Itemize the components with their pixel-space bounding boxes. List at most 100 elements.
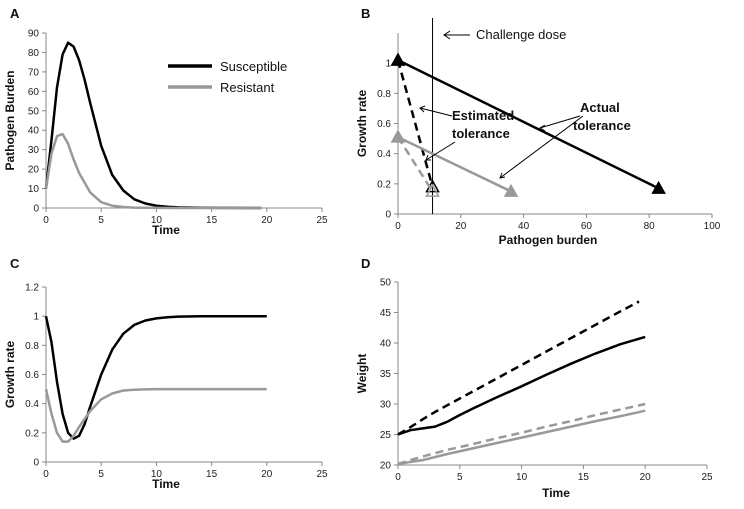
- legend-label-resistant: Resistant: [220, 80, 275, 95]
- panel-a-y-tick-label: 90: [28, 29, 40, 40]
- panel-a-plot: 0 5 10 15 20 25 0 10 20 30 40 50 60 70 80 90 Time Pathoge…: [3, 29, 328, 238]
- panel-a-y-tick-label: 20: [28, 165, 40, 176]
- panel-letter-b: B: [361, 6, 370, 21]
- panel-c-x-axis-title: Time: [152, 477, 180, 491]
- panel-d-y-tick-label: 20: [380, 461, 392, 472]
- panel-d-x-tick-label: 20: [640, 472, 652, 483]
- panel-c-y-tick-label: 0: [33, 458, 39, 469]
- panel-d-y-tick-label: 30: [380, 400, 392, 411]
- panel-c-x-tick-label: 20: [261, 469, 273, 480]
- actual-arrow-1: [539, 115, 581, 129]
- actual-tolerance-line1: Actual: [580, 100, 620, 115]
- panel-d-x-tick-label: 25: [701, 472, 713, 483]
- panel-c-x-tick-label: 0: [43, 469, 49, 480]
- panel-letter-c: C: [10, 256, 20, 271]
- actual-arrow-2: [499, 115, 584, 179]
- actual-tolerance-line2: tolerance: [573, 118, 631, 133]
- panel-c-x-tick-label: 5: [98, 469, 104, 480]
- estimated-arrow-1: [419, 107, 453, 117]
- estimated-arrowhead-1: [419, 105, 426, 113]
- panel-b-y-tick-label: 1: [385, 59, 391, 70]
- panel-a-x-tick-label: 5: [98, 215, 104, 226]
- panel-b-y-tick-label: 0.8: [377, 89, 391, 100]
- panel-b-series-susceptible-estimated-tolerance: [396, 59, 434, 188]
- panel-b-x-axis-title: Pathogen burden: [499, 233, 598, 247]
- panel-d-x-tick-label: 10: [516, 472, 528, 483]
- actual-arrowhead-2: [499, 172, 506, 179]
- panel-b-plot: 0 20 40 60 80 100 0 0.2 0.4 0.6 0.8 1 Pathogen burde…: [355, 18, 721, 247]
- panel-c-series-resistant: [44, 387, 267, 443]
- panel-b-y-tick-label: 0.4: [377, 149, 391, 160]
- panel-b-series-susceptible-estimated-tolerance-marker: [390, 52, 406, 66]
- actual-arrowhead-1: [539, 124, 546, 132]
- estimated-tolerance-line2: tolerance: [452, 126, 510, 141]
- panel-b-x-tick-label: 100: [704, 221, 721, 232]
- panel-d-series-resistant-actual: [397, 409, 646, 466]
- panel-b-series-resistant-actual-tolerance: [397, 135, 512, 193]
- panel-c-y-tick-label: 1.2: [25, 283, 39, 294]
- panel-d-plot: 0 5 10 15 20 25 20 25 30 35 40 45 50 Time Weight: [355, 278, 713, 501]
- legend: Susceptible Resistant: [168, 59, 287, 95]
- panel-c-x-tick-label: 25: [316, 469, 328, 480]
- panel-a-y-tick-label: 30: [28, 145, 40, 156]
- legend-label-susceptible: Susceptible: [220, 59, 287, 74]
- panel-a-y-tick-label: 60: [28, 87, 40, 98]
- panel-c-x-tick-label: 10: [151, 469, 163, 480]
- panel-d-x-tick-label: 0: [395, 472, 401, 483]
- panel-a-y-tick-label: 10: [28, 184, 40, 195]
- panel-c-plot: 0 5 10 15 20 25 0 0.2 0.4 0.6 0.8 1 1.2 Time Growth ra…: [3, 283, 328, 492]
- panel-a-x-tick-label: 10: [151, 215, 163, 226]
- panel-d-x-axis-title: Time: [542, 486, 570, 500]
- panel-d-series-resistant-estimated: [397, 402, 646, 465]
- estimated-tolerance-line1: Estimated: [452, 108, 514, 123]
- panel-d-y-axis-title: Weight: [355, 354, 369, 394]
- panel-a-x-tick-label: 20: [261, 215, 273, 226]
- panel-c-y-tick-label: 0.4: [25, 399, 39, 410]
- panel-b-series-susceptible-actual-tolerance-marker: [651, 180, 666, 194]
- panel-a-x-tick-label: 0: [43, 215, 49, 226]
- panel-c-y-tick-label: 1: [33, 312, 39, 323]
- panel-a-x-tick-label: 25: [316, 215, 328, 226]
- panel-a-y-tick-label: 50: [28, 106, 40, 117]
- panel-b-annotations: Challenge dose Estimated tolerance Actua…: [419, 27, 631, 179]
- panel-d-series-susceptible-actual: [397, 335, 646, 436]
- panel-a-y-tick-label: 0: [33, 204, 39, 215]
- panel-c-series-susceptible: [44, 314, 267, 440]
- challenge-dose-label: Challenge dose: [476, 27, 566, 42]
- panel-letter-d: D: [361, 256, 370, 271]
- panel-a-y-tick-label: 80: [28, 48, 40, 59]
- panel-a-series-resistant: [44, 132, 262, 210]
- panel-b-x-tick-label: 0: [395, 221, 401, 232]
- panel-a-y-axis-title: Pathogen Burden: [3, 70, 17, 170]
- panel-b-series-resistant-estimated-tolerance-marker: [390, 129, 406, 143]
- estimated-arrowhead-2: [425, 154, 431, 161]
- challenge-dose-arrowhead: [443, 30, 451, 40]
- panel-a-x-tick-label: 15: [206, 215, 218, 226]
- panel-b-y-axis-title: Growth rate: [355, 90, 369, 158]
- panel-b-series-resistant-estimated-tolerance-marker: [425, 183, 440, 197]
- panel-b-x-tick-label: 80: [644, 221, 656, 232]
- panel-c-y-tick-label: 0.8: [25, 341, 39, 352]
- panel-b-y-tick-label: 0.2: [377, 179, 391, 190]
- panel-d-x-tick-label: 5: [457, 472, 463, 483]
- panel-a-y-tick-label: 70: [28, 67, 40, 78]
- panel-b-series-resistant-estimated-tolerance: [396, 136, 434, 193]
- panel-d-series-susceptible-estimated: [397, 300, 640, 436]
- panel-d-y-tick-label: 45: [380, 308, 392, 319]
- panel-d-y-tick-label: 50: [380, 278, 392, 289]
- panel-d-y-tick-label: 25: [380, 430, 392, 441]
- panel-d-y-tick-label: 40: [380, 339, 392, 350]
- panel-a-x-axis-title: Time: [152, 223, 180, 237]
- panel-b-x-tick-label: 40: [518, 221, 530, 232]
- panel-letter-a: A: [10, 6, 20, 21]
- panel-a-y-tick-label: 40: [28, 126, 40, 137]
- panel-c-y-tick-label: 0.6: [25, 370, 39, 381]
- panel-b-series-susceptible-actual-tolerance: [397, 58, 660, 190]
- panel-d-y-tick-label: 35: [380, 369, 392, 380]
- panel-b-series-resistant-actual-tolerance-marker: [503, 183, 519, 197]
- panel-c-y-axis-title: Growth rate: [3, 341, 17, 409]
- panel-c-x-tick-label: 15: [206, 469, 218, 480]
- panel-c-y-tick-label: 0.2: [25, 428, 39, 439]
- panel-b-y-tick-label: 0: [385, 210, 391, 221]
